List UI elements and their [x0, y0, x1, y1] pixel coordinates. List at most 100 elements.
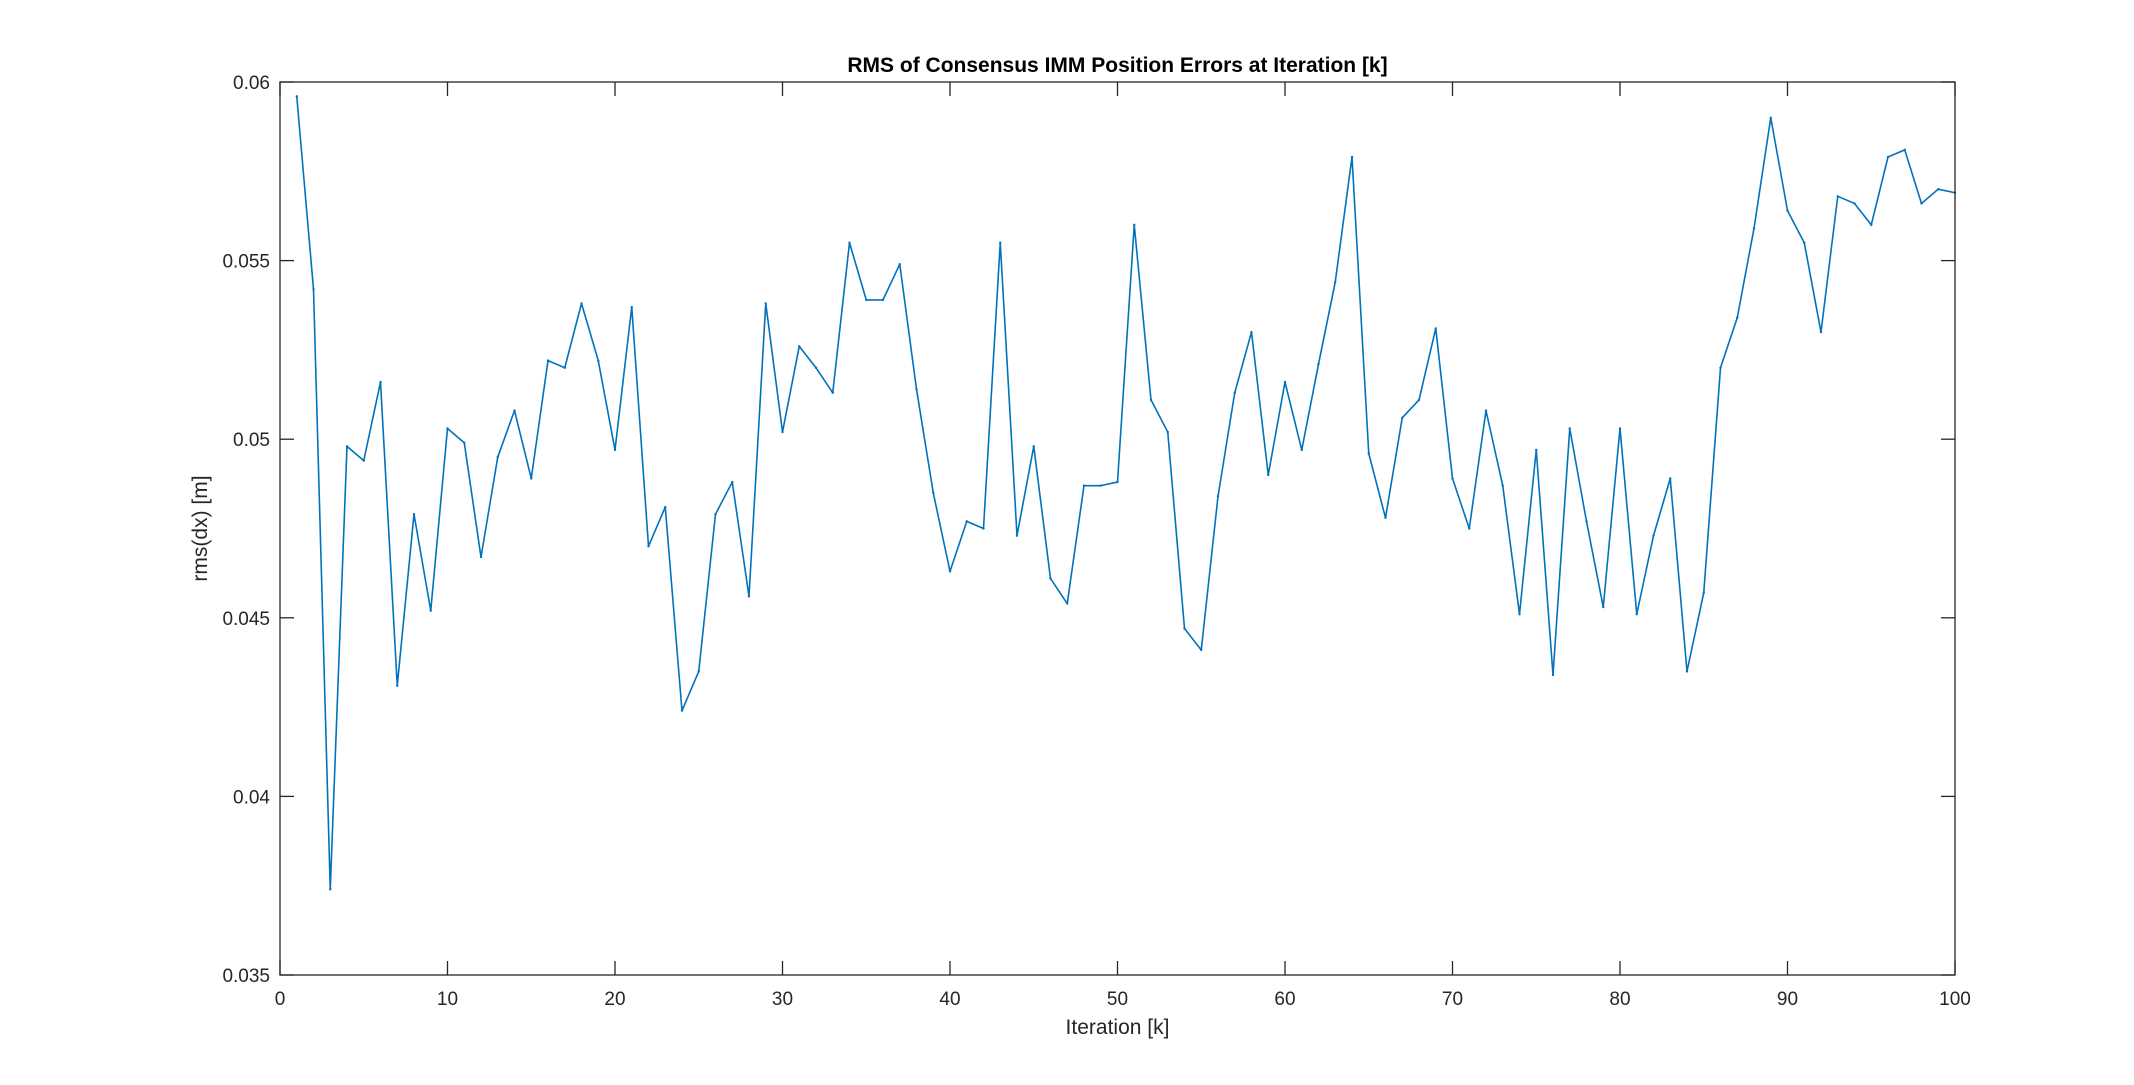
- data-point: [379, 380, 382, 384]
- data-point: [1685, 670, 1689, 673]
- data-point: [1853, 202, 1856, 205]
- data-point: [714, 513, 717, 516]
- data-point: [1568, 427, 1571, 430]
- data-point: [982, 527, 985, 530]
- data-point: [1752, 227, 1756, 230]
- data-point: [1518, 613, 1521, 616]
- x-tick-label: 20: [604, 989, 625, 1010]
- x-tick-label: 50: [1107, 989, 1128, 1010]
- data-point: [1484, 409, 1488, 412]
- data-point: [865, 298, 868, 302]
- data-point: [312, 287, 315, 291]
- data-point: [1216, 495, 1220, 498]
- data-point: [1401, 416, 1404, 419]
- data-point: [1350, 155, 1354, 159]
- data-point: [664, 505, 667, 509]
- data-point: [613, 448, 617, 452]
- data-point: [1551, 673, 1555, 677]
- data-point: [1769, 116, 1772, 119]
- data-point: [412, 513, 416, 516]
- data-point: [1317, 362, 1320, 366]
- y-tick-label: 0.055: [222, 252, 270, 273]
- ticks-layer: 0 10 20 30 40 50 60 70 80 90 100 0.035 0.04 0.045 0.05…: [222, 73, 1970, 1010]
- x-axis-label: Iteration [k]: [1066, 1016, 1170, 1039]
- x-tick-label: 60: [1274, 989, 1295, 1010]
- data-point: [1082, 484, 1086, 487]
- data-point: [345, 445, 349, 448]
- data-point: [1886, 155, 1890, 159]
- data-point: [496, 455, 499, 459]
- data-point: [1417, 398, 1421, 402]
- data-point: [1585, 520, 1588, 523]
- data-point: [1183, 627, 1186, 630]
- data-point: [1032, 445, 1035, 448]
- data-point: [680, 709, 684, 712]
- data-point: [429, 609, 432, 612]
- data-point: [1015, 534, 1019, 537]
- data-point: [1367, 452, 1370, 455]
- data-point: [580, 302, 583, 305]
- x-tick-label: 30: [772, 989, 793, 1010]
- data-point: [1736, 316, 1739, 319]
- data-point: [798, 345, 801, 348]
- data-point: [630, 305, 633, 309]
- data-point: [362, 459, 365, 462]
- data-point: [881, 298, 885, 302]
- data-point: [1702, 591, 1705, 594]
- data-point: [1066, 602, 1069, 605]
- data-point: [1451, 477, 1454, 480]
- data-point: [697, 670, 700, 673]
- data-point: [1334, 280, 1337, 284]
- data-point: [1903, 148, 1906, 152]
- data-point: [1233, 391, 1236, 394]
- data-point: [831, 391, 834, 394]
- data-point: [1803, 241, 1806, 244]
- data-point: [1099, 484, 1102, 487]
- data-point: [463, 441, 466, 444]
- data-point: [764, 302, 767, 305]
- data-point: [1149, 398, 1153, 402]
- data-point: [1133, 223, 1136, 227]
- chart-title: RMS of Consensus IMM Position Errors at …: [847, 54, 1387, 77]
- data-point: [1434, 327, 1437, 330]
- x-tick-label: 90: [1777, 989, 1798, 1010]
- data-point: [1283, 380, 1287, 384]
- data-point: [1501, 484, 1504, 487]
- data-point: [396, 684, 399, 687]
- data-point: [1116, 480, 1119, 484]
- data-point: [1819, 330, 1823, 334]
- x-tick-label: 70: [1442, 989, 1463, 1010]
- plot-frame: [279, 81, 1956, 976]
- data-point: [546, 359, 550, 362]
- y-tick-label: 0.05: [233, 430, 270, 451]
- data-point: [932, 491, 935, 494]
- data-point: [329, 888, 332, 891]
- data-point: [1384, 516, 1387, 519]
- data-point: [1468, 527, 1471, 530]
- data-point: [1836, 195, 1839, 198]
- data-point: [1535, 448, 1538, 452]
- data-point: [295, 95, 298, 98]
- data-point: [1719, 366, 1722, 369]
- y-tick-label: 0.04: [233, 787, 270, 808]
- data-point: [731, 480, 734, 484]
- data-point: [1635, 613, 1638, 616]
- data-point: [999, 241, 1002, 244]
- data-point: [1669, 477, 1672, 480]
- data-point: [1166, 430, 1169, 434]
- y-tick-label: 0.045: [222, 609, 270, 630]
- series-line-0: [295, 96, 1956, 891]
- data-point: [1049, 577, 1052, 580]
- data-point: [948, 570, 952, 573]
- data-point: [597, 359, 600, 362]
- data-point: [479, 555, 483, 559]
- data-point: [1920, 202, 1923, 205]
- line-layer: [295, 95, 1957, 891]
- y-axis-label: rms(dx) [m]: [189, 475, 212, 581]
- data-point: [563, 366, 566, 369]
- plot-area: [280, 82, 1955, 975]
- data-point: [1250, 330, 1253, 334]
- data-point: [1200, 648, 1203, 652]
